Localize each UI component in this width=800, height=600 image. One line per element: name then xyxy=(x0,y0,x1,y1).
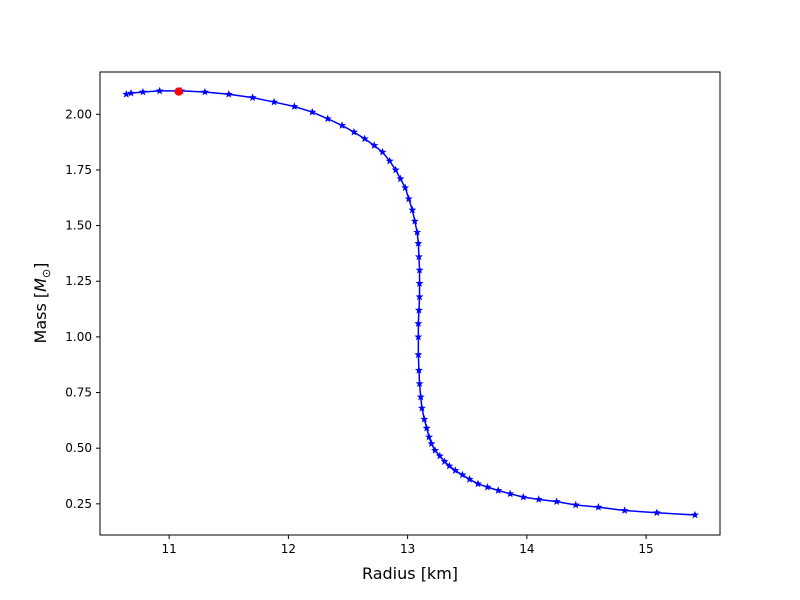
data-point-star xyxy=(385,156,394,165)
data-point-star xyxy=(122,90,131,98)
data-point-star xyxy=(415,265,424,274)
data-point-star xyxy=(138,87,147,96)
data-point-star xyxy=(370,141,379,149)
data-point-star xyxy=(414,319,423,327)
data-point-star xyxy=(414,366,423,374)
plot-frame xyxy=(99,71,721,536)
data-point-star xyxy=(408,205,417,214)
data-point-star xyxy=(270,97,279,106)
y-tick-label: 0.75 xyxy=(65,386,92,400)
data-point-star xyxy=(435,451,444,460)
data-point-star xyxy=(420,415,429,423)
data-point-star xyxy=(248,93,257,101)
data-point-star xyxy=(690,510,699,519)
data-point-star xyxy=(414,332,423,341)
data-point-star xyxy=(451,466,460,474)
data-point-star xyxy=(401,183,410,192)
data-point-star xyxy=(414,305,423,314)
data-point-star xyxy=(224,90,233,98)
data-point-star xyxy=(415,292,424,301)
data-point-star xyxy=(494,486,503,494)
y-axis-label-symbol: M xyxy=(31,278,50,292)
data-point-star xyxy=(445,461,454,470)
data-point-star xyxy=(506,489,515,498)
data-point-star xyxy=(415,279,424,287)
data-point-star xyxy=(571,500,580,509)
y-axis: 0.25 0.50 0.75 1.00 1.25 1.50 1.75 2.00 xyxy=(65,107,100,511)
x-tick-label: 14 xyxy=(519,542,534,556)
data-point-star xyxy=(391,165,400,174)
data-point-star xyxy=(323,114,332,123)
data-point-star xyxy=(519,492,528,501)
max-mass-point xyxy=(174,87,183,96)
data-point-star xyxy=(440,457,449,465)
data-point-star xyxy=(552,497,561,506)
data-point-star xyxy=(431,446,440,454)
y-tick-label: 0.50 xyxy=(65,441,92,455)
data-point-star xyxy=(378,147,387,156)
data-point-star xyxy=(404,194,413,203)
data-point-star xyxy=(410,216,419,225)
y-tick-label: 1.50 xyxy=(65,219,92,233)
data-point-star xyxy=(349,127,358,136)
data-point-star xyxy=(338,121,347,129)
data-point-star xyxy=(414,239,423,247)
data-point-star xyxy=(620,506,629,514)
y-tick-label: 1.25 xyxy=(65,274,92,288)
data-point-star xyxy=(414,252,423,261)
y-axis-label-close: ] xyxy=(31,263,50,269)
y-axis-label-subscript: ⊙ xyxy=(40,269,53,278)
data-point-star xyxy=(422,423,431,432)
data-point-star xyxy=(465,475,474,483)
data-point-star xyxy=(473,479,482,488)
y-tick-label: 1.75 xyxy=(65,163,92,177)
y-tick-label: 1.00 xyxy=(65,330,92,344)
y-tick-label: 0.25 xyxy=(65,497,92,511)
x-tick-label: 12 xyxy=(281,542,296,556)
x-tick-label: 15 xyxy=(638,542,653,556)
data-point-star xyxy=(652,508,661,517)
y-axis-label-text: Mass [ xyxy=(31,292,50,344)
plot-area xyxy=(122,86,699,519)
data-point-star xyxy=(415,379,424,388)
data-point-star xyxy=(427,439,436,448)
data-point-star xyxy=(417,403,426,412)
data-point-star xyxy=(416,392,425,401)
data-point-star xyxy=(396,174,405,183)
data-point-star xyxy=(458,470,467,479)
data-point-star xyxy=(127,88,135,97)
data-point-star xyxy=(425,432,434,441)
x-tick-label: 11 xyxy=(162,542,177,556)
x-axis: 11 12 13 14 15 xyxy=(162,535,654,556)
data-point-star xyxy=(308,107,317,116)
y-tick-label: 2.00 xyxy=(65,107,92,121)
data-point-star xyxy=(483,482,492,491)
x-axis-label: Radius [km] xyxy=(362,564,458,583)
data-point-star xyxy=(414,350,423,359)
y-axis-label: Mass [M⊙] xyxy=(31,263,53,344)
data-point-star xyxy=(594,502,603,511)
data-point-star xyxy=(200,87,209,96)
data-point-star xyxy=(155,86,164,95)
data-point-star xyxy=(360,134,369,143)
data-point-star xyxy=(290,102,299,110)
data-point-star xyxy=(413,228,422,236)
data-point-star xyxy=(534,495,543,503)
series-line xyxy=(126,90,696,516)
x-tick-label: 13 xyxy=(400,542,415,556)
